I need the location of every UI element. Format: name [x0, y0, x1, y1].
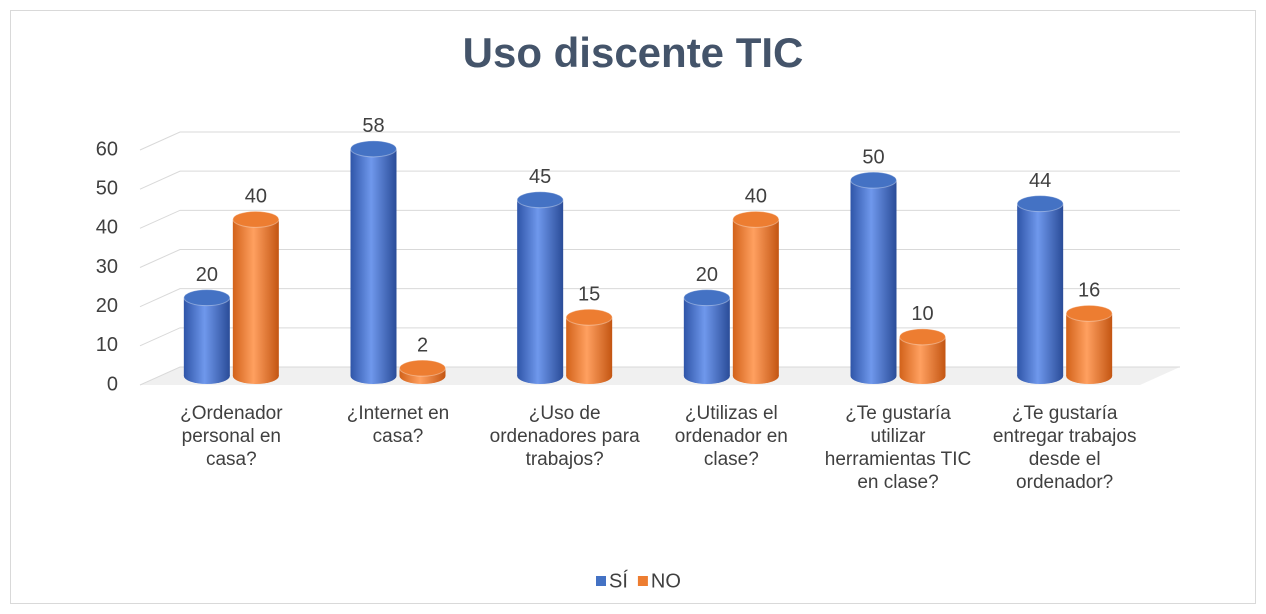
data-label: 50 [862, 146, 884, 168]
data-label: 15 [578, 284, 600, 306]
bar-top [1016, 195, 1064, 213]
chart-border [10, 10, 1256, 604]
bar-top [399, 359, 446, 377]
data-label: 10 [911, 303, 933, 325]
bar-top [899, 328, 946, 346]
bar-top [732, 210, 780, 228]
legend-swatch [596, 576, 606, 586]
bar [1065, 304, 1113, 384]
y-tick-label: 60 [96, 138, 118, 160]
bar-body [683, 297, 730, 376]
bar [683, 289, 731, 384]
bar [399, 359, 446, 384]
bar-body [183, 297, 230, 376]
bar [899, 328, 946, 384]
x-tick-label: ¿Uso de ordenadores para trabajos? [489, 403, 640, 470]
bar-top [565, 308, 613, 326]
bar [732, 210, 780, 384]
bar [1016, 195, 1064, 384]
legend-label: SÍ [609, 569, 628, 592]
bar-body [566, 317, 613, 376]
data-label: 20 [696, 264, 718, 286]
grid-line [139, 249, 1180, 268]
bar [183, 289, 231, 384]
legend-swatch [637, 576, 648, 586]
data-label: 44 [1029, 170, 1051, 192]
y-tick-label: 0 [107, 373, 118, 395]
grid-line [139, 366, 1180, 386]
bar-top [516, 191, 564, 209]
bar-top [232, 210, 280, 228]
bar [350, 140, 397, 384]
bar-body [850, 180, 897, 376]
x-tick-label: ¿Internet en casa? [346, 403, 450, 447]
bar-top [350, 140, 397, 158]
bar-body [1017, 203, 1064, 376]
y-tick-label: 10 [96, 334, 118, 356]
bar-body [350, 148, 397, 376]
bar-top [683, 289, 731, 307]
x-tick-label: ¿Ordenador personal en casa? [180, 403, 283, 470]
bar [565, 308, 613, 384]
data-label: 16 [1078, 280, 1100, 302]
bar-body [732, 219, 779, 376]
data-label: 20 [196, 264, 218, 286]
grid-line [139, 131, 1180, 151]
bar-top [1065, 304, 1113, 322]
legend-label: NO [651, 570, 681, 592]
data-label: 2 [417, 334, 428, 356]
data-label: 58 [362, 115, 384, 137]
data-label: 40 [245, 186, 267, 208]
chart-title: Uso discente TIC [463, 29, 804, 76]
bar-top [850, 171, 897, 189]
x-tick-label: ¿Te gustaría entregar trabajos desde el … [992, 403, 1137, 493]
bar-body [232, 219, 279, 376]
bar [850, 171, 897, 384]
y-tick-label: 50 [96, 177, 118, 199]
bar [516, 191, 564, 384]
data-label: 45 [529, 166, 551, 188]
bar-body [1066, 313, 1113, 376]
bar [232, 210, 280, 384]
grid-line [139, 327, 1180, 347]
grid-line [139, 209, 1180, 229]
y-tick-label: 40 [96, 217, 118, 239]
x-tick-label: ¿Utilizas el ordenador en clase? [674, 403, 788, 470]
bar-top [183, 289, 231, 307]
data-label: 40 [745, 186, 767, 208]
grid-line [139, 288, 1180, 308]
grid-line [139, 170, 1180, 190]
y-tick-label: 20 [96, 295, 118, 317]
y-tick-label: 30 [96, 256, 118, 278]
x-tick-label: ¿Te gustaría utilizar herramientas TIC e… [824, 403, 972, 493]
bar-body [517, 199, 564, 376]
